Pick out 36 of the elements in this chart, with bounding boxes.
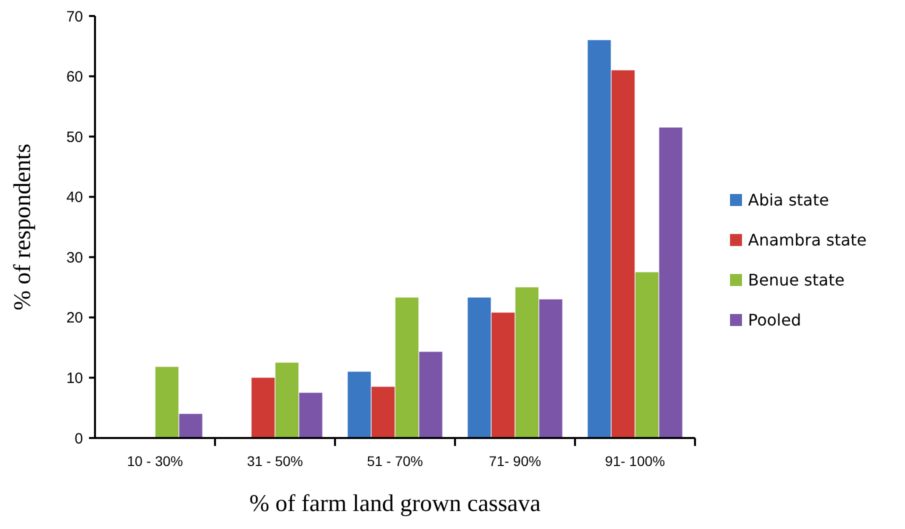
- y-tick-label: 60: [66, 68, 83, 86]
- bar: [588, 40, 611, 438]
- x-tick-label: 71- 90%: [488, 453, 542, 469]
- y-tick-label: 70: [66, 8, 83, 26]
- y-tick-label: 10: [66, 370, 83, 387]
- y-tick-label: 40: [66, 189, 83, 206]
- bar: [612, 70, 635, 438]
- bar: [659, 128, 682, 438]
- bar: [539, 299, 562, 438]
- y-tick-label: 50: [66, 128, 83, 146]
- bar: [492, 312, 515, 438]
- bar: [419, 352, 442, 438]
- bar: [275, 362, 298, 438]
- x-axis-title: % of farm land grown cassava: [249, 491, 541, 517]
- x-tick-label: 91- 100%: [605, 453, 665, 469]
- x-tick-label: 31 - 50%: [246, 453, 304, 469]
- y-tick-label: 20: [66, 310, 83, 327]
- bar: [635, 272, 658, 438]
- bar: [515, 287, 538, 438]
- legend-label: Abia state: [748, 190, 829, 210]
- bar: [299, 392, 322, 438]
- legend-label: Pooled: [748, 310, 802, 330]
- y-tick-label: 30: [66, 249, 83, 266]
- legend-label: Anambra state: [748, 230, 867, 250]
- x-tick-label: 51 - 70%: [366, 453, 424, 469]
- legend-label: Benue state: [748, 270, 845, 290]
- bar: [179, 414, 202, 438]
- y-axis-title: % of respondents: [10, 144, 36, 310]
- bar: [468, 298, 491, 438]
- bar: [395, 298, 418, 438]
- bar: [372, 386, 395, 438]
- x-tick-label: 10 - 30%: [126, 453, 184, 469]
- y-tick-label: 0: [74, 430, 83, 448]
- bar: [252, 378, 275, 438]
- bar: [155, 366, 178, 438]
- bar: [348, 372, 371, 438]
